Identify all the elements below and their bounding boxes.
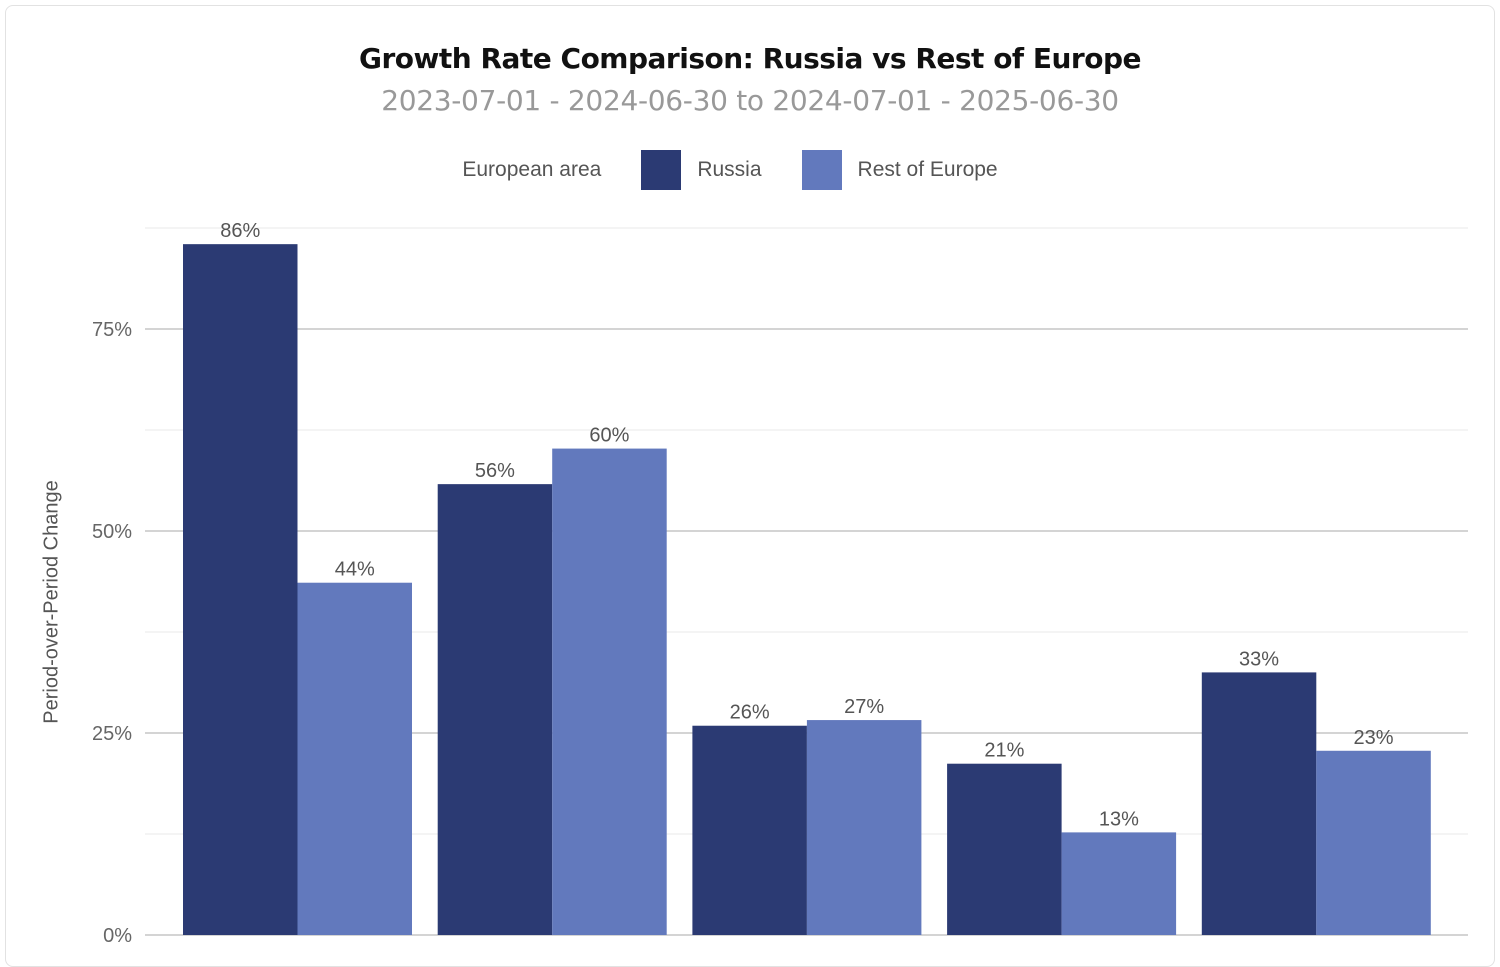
bar <box>183 244 298 935</box>
chart-subtitle: 2023-07-01 - 2024-06-30 to 2024-07-01 - … <box>381 84 1119 117</box>
legend-label-rest-of-europe: Rest of Europe <box>857 158 998 181</box>
bar-data-label: 26% <box>730 702 770 724</box>
bar-data-label: 21% <box>984 740 1024 762</box>
bar-data-label: 33% <box>1239 648 1279 670</box>
bar <box>437 484 553 935</box>
bar <box>297 582 412 935</box>
bar-data-label: 27% <box>844 696 884 718</box>
legend-item-rest-of-europe[interactable]: Rest of Europe <box>801 150 998 190</box>
y-tick-label: 25% <box>92 723 132 745</box>
chart-title: Growth Rate Comparison: Russia vs Rest o… <box>358 42 1142 75</box>
bar-data-label: 60% <box>589 425 629 447</box>
bar-data-label: 44% <box>335 559 375 581</box>
bar <box>1316 750 1431 935</box>
legend-item-russia[interactable]: Russia <box>641 150 762 190</box>
bar <box>947 763 1062 935</box>
bar-data-label: 86% <box>220 220 260 242</box>
bar <box>692 725 807 935</box>
legend-title: European area <box>462 158 602 181</box>
bar <box>552 448 667 935</box>
bar <box>806 720 922 935</box>
legend-swatch-russia <box>641 150 682 190</box>
bar <box>1201 672 1317 935</box>
y-tick-label: 0% <box>103 925 132 947</box>
bar-data-label: 23% <box>1354 727 1394 749</box>
legend: European area Russia Rest of Europe <box>0 150 1500 190</box>
bar-data-label: 56% <box>475 460 515 482</box>
y-tick-label: 50% <box>92 521 132 543</box>
bar-data-label: 13% <box>1099 808 1139 830</box>
legend-label-russia: Russia <box>697 158 762 181</box>
bar <box>1061 832 1177 935</box>
y-tick-label: 75% <box>92 319 132 341</box>
legend-swatch-rest-of-europe <box>801 150 842 190</box>
